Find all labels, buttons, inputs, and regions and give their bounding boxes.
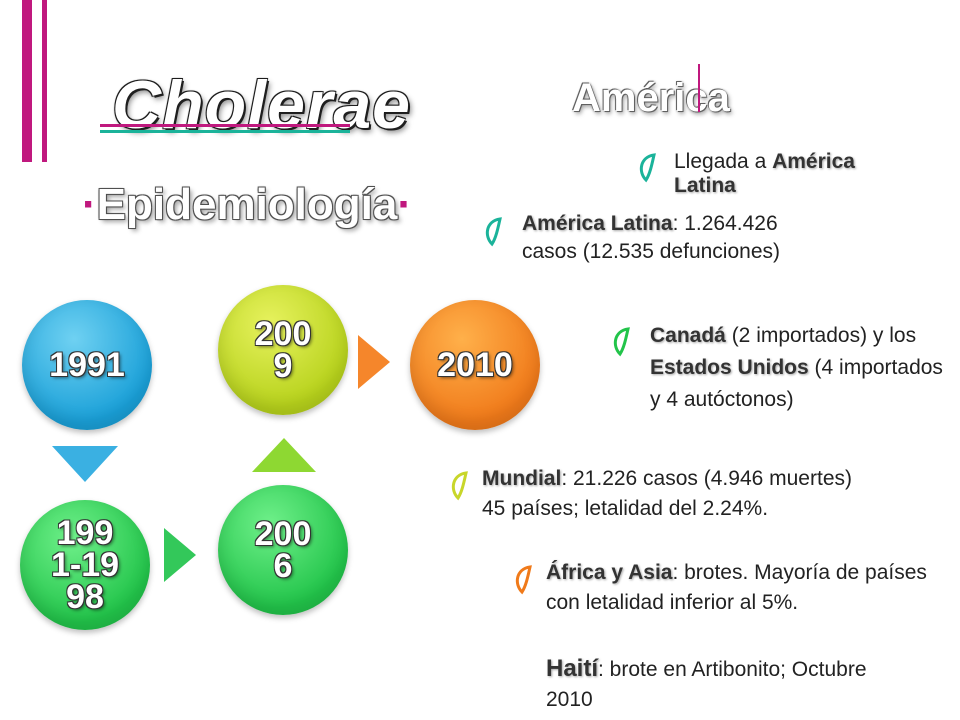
leaf-bullet-icon [451, 471, 468, 501]
circle-2010-label: 2010 [437, 346, 513, 384]
bullet-africa-asia-highlight: África y Asia [546, 561, 673, 584]
bullet-canada-eeuu-text: (4 importados y 4 autóctonos) [650, 356, 943, 411]
bullet-llegada-highlight: América Latina [674, 150, 855, 197]
circle-2009: 2009 [218, 285, 348, 415]
bullet-haiti-highlight: Haití [546, 655, 599, 682]
page-subtitle: ·Epidemiología· [82, 180, 413, 229]
bullet-mundial: Mundial: 21.226 casos (4.946 muertes) 45… [482, 464, 882, 524]
arrow-right-orange-icon [358, 335, 390, 389]
title-underline-magenta [100, 124, 350, 127]
bullet-llegada-prefix: Llegada a [674, 150, 773, 173]
bullet-africa-asia: África y Asia: brotes. Mayoría de países… [546, 558, 946, 618]
circle-1991-label: 1991 [49, 346, 125, 384]
region-title: América [572, 76, 730, 120]
bullet-america-latina-highlight: América Latina [522, 212, 673, 235]
leaf-bullet-icon [613, 327, 630, 357]
bullet-mundial-highlight: Mundial [482, 467, 562, 490]
arrow-right-green-icon [164, 528, 196, 582]
bullet-canada-highlight: Canadá [650, 324, 726, 347]
left-accent-bar-2 [42, 0, 47, 162]
bullet-haiti: Haití: brote en Artibonito; Octubre 2010 [546, 654, 906, 715]
title-underline-teal [100, 130, 350, 133]
bullet-canada-mid: (2 importados) y los [725, 324, 917, 347]
bullet-america-latina: América Latina: 1.264.426 casos (12.535 … [522, 210, 822, 266]
bullet-mundial-text: : 21.226 casos (4.946 muertes) [561, 467, 852, 490]
leaf-bullet-icon [485, 217, 502, 247]
bullet-america-latina-text: : 1.264.426 casos (12.535 defunciones) [522, 212, 780, 263]
bullet-africa-asia-text: : brotes. Mayoría de países con letalida… [546, 561, 927, 614]
circle-2006: 2006 [218, 485, 348, 615]
left-accent-bar-1 [22, 0, 32, 162]
bullet-eeuu-highlight: Estados Unidos [650, 356, 809, 379]
circle-1991-1998-label: 1991-1998 [50, 514, 120, 616]
circle-1991-1998: 1991-1998 [20, 500, 150, 630]
bullet-mundial-line2: 45 países; letalidad del 2.24%. [482, 497, 769, 520]
circle-2009-label: 2009 [254, 315, 312, 385]
region-divider [698, 64, 700, 112]
circle-2010: 2010 [410, 300, 540, 430]
bullet-canada-eeuu: Canadá (2 importados) y los Estados Unid… [650, 320, 950, 416]
arrow-up-icon [252, 438, 316, 472]
arrow-down-icon [52, 446, 118, 482]
leaf-bullet-icon [639, 153, 656, 183]
bullet-haiti-text: : brote en Artibonito; Octubre 2010 [546, 658, 867, 711]
circle-1991: 1991 [22, 300, 152, 430]
subtitle-text: Epidemiología [96, 180, 398, 229]
bullet-llegada: Llegada a América Latina [674, 150, 914, 198]
circle-2006-label: 2006 [254, 515, 312, 585]
leaf-bullet-icon [515, 565, 532, 595]
